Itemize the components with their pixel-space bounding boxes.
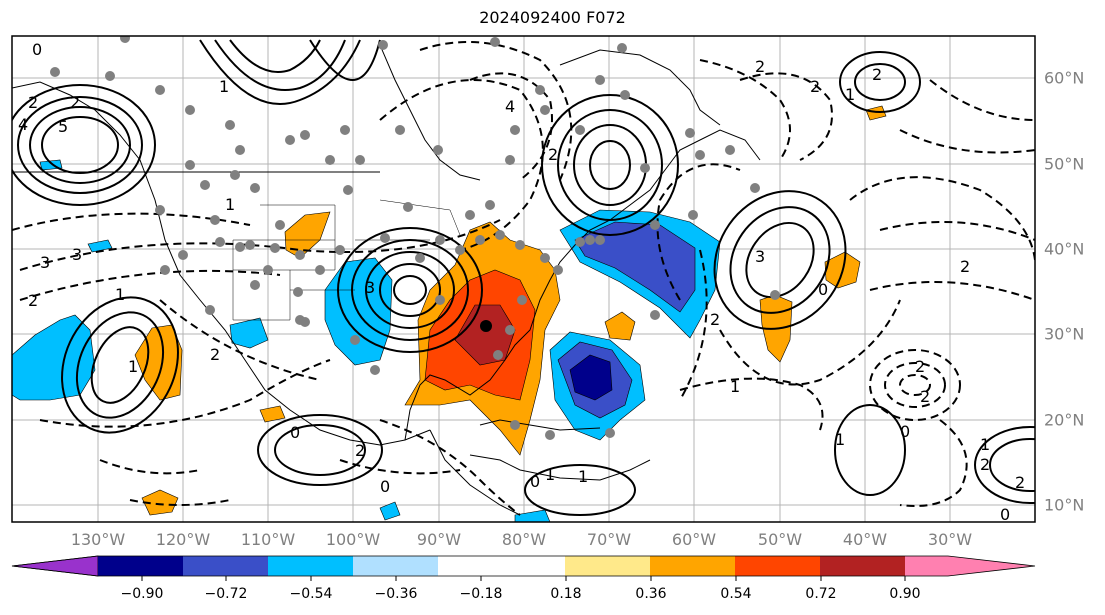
contour-label: 0 [900,422,910,441]
contour-label: 2 [810,77,820,96]
colorbar-bin [650,556,735,576]
colorbar-tick-label: 0.18 [550,586,582,602]
contour-label: 2 [1015,473,1025,492]
contour-label: 3 [755,247,765,266]
colorbar-tick-label: −0.90 [120,586,164,602]
colorbar-bin [268,556,353,576]
contour-label: 2 [28,93,38,112]
contour-label: 2 [710,310,720,329]
colorbar-bin [183,556,268,576]
contour-labels: 0 2 2 4 5 1 3 1 2 1 4 2 2 2 2 1 1 2 3 2 … [18,40,1025,524]
contour-label: 1 [219,77,229,96]
longitude-label: 60°W [671,530,717,549]
longitude-label: 130°W [70,530,126,549]
longitude-label: 40°W [842,530,888,549]
contour-label: 1 [980,435,990,454]
longitude-label: 70°W [586,530,632,549]
contour-label: 2 [872,65,882,84]
contour-label: 4 [505,97,515,116]
longitude-label: 120°W [155,530,211,549]
map-frame [11,35,1036,523]
contour-label: 1 [545,465,555,484]
storm-center-marker [480,320,492,332]
contour-label: 0 [380,477,390,496]
latitude-label: 10°N [1044,495,1085,515]
colorbar [11,555,1036,581]
contour-label: 2 [980,455,990,474]
colorbar-min-extend [11,555,99,577]
latitude-label: 20°N [1044,410,1085,430]
contour-label: 2 [915,357,925,376]
colorbar-bin [98,556,183,576]
colorbar-tick-label: 0.72 [805,586,837,602]
latitude-label: 60°N [1044,68,1085,88]
contour-label: 1 [578,467,588,486]
colorbar-bin [353,556,438,576]
contour-label: 1 [225,195,235,214]
contour-label: 2 [548,145,558,164]
longitude-label: 80°W [501,530,547,549]
colorbar-bin [735,556,820,576]
contour-label: 1 [128,357,138,376]
dashed-contours [12,41,1035,516]
contour-label: 3 [72,245,82,264]
contour-label: 4 [18,115,28,134]
colorbar-tick-label: 0.54 [720,586,752,602]
latitude-label: 40°N [1044,239,1085,259]
contour-label: 2 [355,441,365,460]
longitude-label: 30°W [927,530,973,549]
colorbar-bin [565,556,650,576]
contour-label: 2 [960,257,970,276]
colorbar-tick-label: −0.72 [204,586,248,602]
colorbar-tick-label: −0.54 [289,586,333,602]
contour-label: 0 [1000,505,1010,524]
contour-label: 2 [210,345,220,364]
contour-label: 0 [530,472,540,491]
contour-label: 0 [818,280,828,299]
longitude-label: 100°W [325,530,381,549]
contour-label: 1 [845,85,855,104]
colorbar-bin [438,556,565,576]
colorbar-tick-label: 0.90 [889,586,921,602]
contour-label: 1 [730,377,740,396]
contour-label: 2 [755,57,765,76]
contour-label: 5 [58,117,68,136]
colorbar-bin [905,556,948,576]
colorbar-tick-label: 0.36 [635,586,667,602]
contour-label: 2 [28,291,38,310]
contour-label: 3 [40,253,50,272]
longitude-label: 50°W [757,530,803,549]
cold-anomaly-caribbean [549,331,646,441]
contour-label: 3 [365,278,375,297]
longitude-label: 110°W [240,530,296,549]
longitude-label: 90°W [416,530,462,549]
observation-points [50,36,780,440]
colorbar-bin [820,556,905,576]
contour-label: 1 [835,430,845,449]
solid-contours [12,39,1035,516]
latitude-label: 50°N [1044,154,1085,174]
contour-label: 1 [115,285,125,304]
latitude-label: 30°N [1044,324,1085,344]
map-title: 2024092400 F072 [479,8,626,27]
colorbar-tick-label: −0.18 [459,586,503,602]
colorbar-max-extend [948,556,1035,576]
contour-label: 0 [290,423,300,442]
contour-label: 2 [920,387,930,406]
colorbar-tick-label: −0.36 [374,586,418,602]
contour-label: 2 [70,93,80,112]
contour-label: 0 [32,40,42,59]
